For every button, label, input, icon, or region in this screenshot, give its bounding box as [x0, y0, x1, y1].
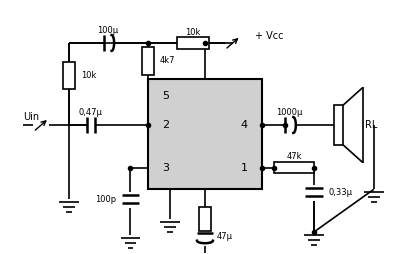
Text: 47µ: 47µ: [217, 232, 233, 241]
Text: 1000µ: 1000µ: [276, 108, 302, 117]
Text: 2: 2: [162, 120, 169, 130]
Bar: [148, 78, 262, 189]
Text: 4: 4: [240, 120, 248, 130]
Text: 10k: 10k: [81, 71, 96, 80]
Text: 3: 3: [162, 163, 169, 172]
Bar: [142, 47, 154, 75]
Text: 0,33µ: 0,33µ: [328, 188, 352, 197]
Text: 100p: 100p: [96, 195, 116, 204]
Text: 5: 5: [162, 91, 169, 101]
Bar: [177, 37, 209, 49]
Text: 100µ: 100µ: [97, 26, 118, 35]
Bar: [274, 162, 314, 173]
Text: 0,47µ: 0,47µ: [79, 108, 103, 117]
Text: 10k: 10k: [185, 27, 201, 37]
Text: RL: RL: [365, 120, 377, 130]
Text: + Vcc: + Vcc: [255, 31, 283, 41]
Text: 4k7: 4k7: [159, 56, 175, 65]
Text: 1: 1: [241, 163, 248, 172]
Text: 47k: 47k: [286, 152, 302, 161]
Bar: [199, 207, 211, 231]
Text: Uin: Uin: [23, 112, 39, 122]
Bar: [334, 105, 343, 145]
Bar: [63, 62, 75, 89]
